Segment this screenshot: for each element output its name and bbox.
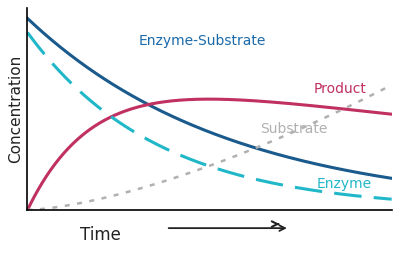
Text: Time: Time [80, 226, 121, 244]
Text: Enzyme-Substrate: Enzyme-Substrate [139, 34, 266, 48]
Text: Enzyme: Enzyme [317, 177, 372, 191]
Text: Substrate: Substrate [260, 122, 327, 136]
Y-axis label: Concentration: Concentration [8, 55, 23, 163]
Text: Product: Product [313, 82, 366, 96]
